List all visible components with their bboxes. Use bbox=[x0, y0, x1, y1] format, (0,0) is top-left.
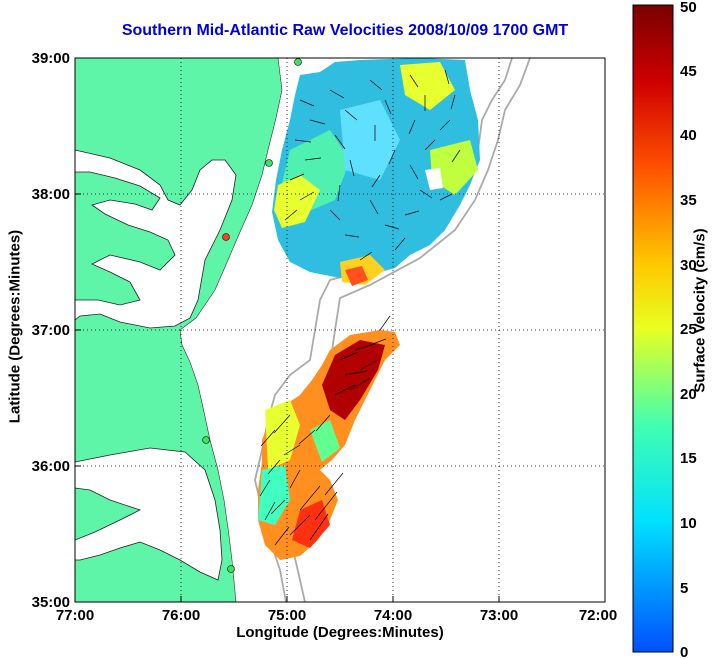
axis-ticks bbox=[75, 193, 500, 602]
y-tick-label: 35:00 bbox=[32, 594, 70, 611]
colorbar-tick-label: 0 bbox=[680, 644, 688, 659]
bay-water bbox=[75, 149, 237, 329]
colorbar-label: Surface Velocity (cm/s) bbox=[691, 228, 709, 393]
x-tick-label: 74:00 bbox=[374, 607, 412, 624]
chart-title: Southern Mid-Atlantic Raw Velocities 200… bbox=[121, 22, 569, 39]
x-axis-label: Longitude (Degrees:Minutes) bbox=[236, 624, 444, 641]
x-tick-label: 77:00 bbox=[56, 607, 94, 624]
colorbar-tick-label: 15 bbox=[680, 450, 697, 467]
colorbar-tick-label: 10 bbox=[680, 515, 697, 532]
radar-site bbox=[227, 565, 235, 573]
velocity-arrows bbox=[259, 69, 461, 546]
grid-lines bbox=[75, 58, 605, 602]
y-tick-label: 37:00 bbox=[32, 322, 70, 339]
velocity-field-south bbox=[258, 330, 400, 560]
y-tick-label: 38:00 bbox=[32, 186, 70, 203]
colorbar-tick-label: 35 bbox=[680, 192, 697, 209]
colorbar-tick-label: 20 bbox=[680, 386, 697, 403]
y-tick-label: 36:00 bbox=[32, 458, 70, 475]
radar-site bbox=[294, 58, 302, 66]
radar-site bbox=[265, 159, 273, 167]
colorbar-tick-label: 45 bbox=[680, 63, 697, 80]
radar-site bbox=[222, 233, 230, 241]
x-tick-label: 72:00 bbox=[579, 607, 617, 624]
sound-water bbox=[75, 447, 223, 581]
colorbar-tick-label: 5 bbox=[680, 580, 688, 597]
x-tick-label: 73:00 bbox=[480, 607, 518, 624]
colorbar-tick-label: 50 bbox=[680, 0, 697, 16]
colorbar-tick-label: 25 bbox=[680, 321, 697, 338]
x-tick-label: 76:00 bbox=[162, 607, 200, 624]
colorbar-tick-label: 30 bbox=[680, 257, 697, 274]
colorbar bbox=[632, 4, 674, 653]
y-tick-label: 39:00 bbox=[32, 50, 70, 67]
colorbar-tick-label: 40 bbox=[680, 127, 697, 144]
y-axis-label: Latitude (Degrees:Minutes) bbox=[6, 229, 24, 424]
radar-site bbox=[202, 436, 210, 444]
depth-contour bbox=[254, 58, 513, 602]
x-tick-label: 75:00 bbox=[268, 607, 306, 624]
